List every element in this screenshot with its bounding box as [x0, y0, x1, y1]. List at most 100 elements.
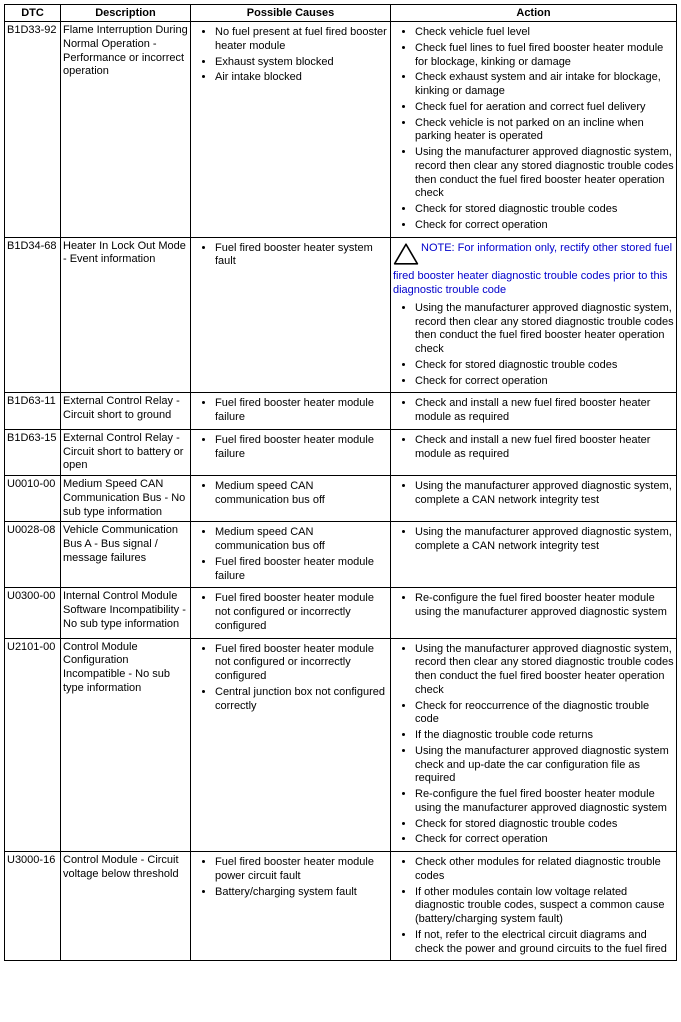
causes-list: Fuel fired booster heater module failure — [193, 434, 388, 462]
dtc-description: Control Module - Circuit voltage below t… — [61, 852, 191, 961]
table-row: B1D63-11External Control Relay - Circuit… — [5, 393, 677, 430]
header-description: Description — [61, 5, 191, 22]
possible-causes-cell: Fuel fired booster heater module failure — [191, 429, 391, 475]
action-item: Re-configure the fuel fired booster heat… — [415, 788, 674, 816]
causes-list: No fuel present at fuel fired booster he… — [193, 26, 388, 85]
dtc-code: B1D33-92 — [5, 22, 61, 238]
cause-item: Fuel fired booster heater module failure — [215, 556, 388, 584]
possible-causes-cell: Fuel fired booster heater module not con… — [191, 638, 391, 852]
header-action: Action — [391, 5, 677, 22]
actions-list: Check vehicle fuel level Check fuel lines… — [393, 26, 674, 233]
action-item: If not, refer to the electrical circuit … — [415, 929, 674, 957]
dtc-code: U3000-16 — [5, 852, 61, 961]
note-block: NOTE: For information only, rectify othe… — [393, 242, 674, 298]
action-item: Check for reoccurrence of the diagnostic… — [415, 700, 674, 728]
action-cell: Re-configure the fuel fired booster heat… — [391, 588, 677, 638]
cause-item: Fuel fired booster heater module not con… — [215, 643, 388, 684]
dtc-code: U0028-08 — [5, 522, 61, 588]
dtc-description: Vehicle Communication Bus A - Bus signal… — [61, 522, 191, 588]
action-item: Using the manufacturer approved diagnost… — [415, 146, 674, 201]
actions-list: Using the manufacturer approved diagnost… — [393, 302, 674, 389]
cause-item: Fuel fired booster heater module power c… — [215, 856, 388, 884]
warning-icon — [393, 242, 419, 271]
possible-causes-cell: Medium speed CAN communication bus offFu… — [191, 522, 391, 588]
action-cell: Using the manufacturer approved diagnost… — [391, 522, 677, 588]
dtc-description: Medium Speed CAN Communication Bus - No … — [61, 476, 191, 522]
action-cell: Check other modules for related diagnost… — [391, 852, 677, 961]
actions-list: Check and install a new fuel fired boost… — [393, 397, 674, 425]
cause-item: Central junction box not configured corr… — [215, 686, 388, 714]
dtc-code: B1D63-15 — [5, 429, 61, 475]
action-cell: Check vehicle fuel level Check fuel lines… — [391, 22, 677, 238]
dtc-description: Internal Control Module Software Incompa… — [61, 588, 191, 638]
causes-list: Fuel fired booster heater module failure — [193, 397, 388, 425]
table-row: U3000-16Control Module - Circuit voltage… — [5, 852, 677, 961]
action-item: Check fuel lines to fuel fired booster h… — [415, 42, 674, 70]
table-row: B1D33-92Flame Interruption During Normal… — [5, 22, 677, 238]
possible-causes-cell: Medium speed CAN communication bus off — [191, 476, 391, 522]
action-item: If other modules contain low voltage rel… — [415, 886, 674, 927]
action-item: Check exhaust system and air intake for … — [415, 71, 674, 99]
dtc-description: External Control Relay - Circuit short t… — [61, 429, 191, 475]
causes-list: Fuel fired booster heater system fault — [193, 242, 388, 270]
cause-item: No fuel present at fuel fired booster he… — [215, 26, 388, 54]
cause-item: Fuel fired booster heater module failure — [215, 397, 388, 425]
dtc-code: U2101-00 — [5, 638, 61, 852]
cause-item: Medium speed CAN communication bus off — [215, 526, 388, 554]
cause-item: Fuel fired booster heater module failure — [215, 434, 388, 462]
actions-list: Using the manufacturer approved diagnost… — [393, 480, 674, 508]
cause-item: Battery/charging system fault — [215, 886, 388, 900]
action-cell: Check and install a new fuel fired boost… — [391, 393, 677, 430]
dtc-description: Control Module Configuration Incompatibl… — [61, 638, 191, 852]
dtc-code: U0010-00 — [5, 476, 61, 522]
action-item: Using the manufacturer approved diagnost… — [415, 526, 674, 554]
action-item: If the diagnostic trouble code returns — [415, 729, 674, 743]
possible-causes-cell: Fuel fired booster heater module failure — [191, 393, 391, 430]
action-cell: Check and install a new fuel fired boost… — [391, 429, 677, 475]
action-item: Using the manufacturer approved diagnost… — [415, 302, 674, 357]
action-item: Check for correct operation — [415, 375, 674, 389]
action-item: Check other modules for related diagnost… — [415, 856, 674, 884]
action-item: Check fuel for aeration and correct fuel… — [415, 101, 674, 115]
dtc-code: U0300-00 — [5, 588, 61, 638]
causes-list: Medium speed CAN communication bus off — [193, 480, 388, 508]
dtc-description: Heater In Lock Out Mode - Event informat… — [61, 237, 191, 393]
dtc-code: B1D63-11 — [5, 393, 61, 430]
action-item: Check for correct operation — [415, 833, 674, 847]
dtc-code: B1D34-68 — [5, 237, 61, 393]
table-row: B1D63-15External Control Relay - Circuit… — [5, 429, 677, 475]
actions-list: Check other modules for related diagnost… — [393, 856, 674, 956]
action-cell: Using the manufacturer approved diagnost… — [391, 476, 677, 522]
possible-causes-cell: Fuel fired booster heater module not con… — [191, 588, 391, 638]
action-item: Check and install a new fuel fired boost… — [415, 397, 674, 425]
table-row: B1D34-68Heater In Lock Out Mode - Event … — [5, 237, 677, 393]
possible-causes-cell: Fuel fired booster heater module power c… — [191, 852, 391, 961]
action-item: Check vehicle fuel level — [415, 26, 674, 40]
causes-list: Fuel fired booster heater module power c… — [193, 856, 388, 899]
cause-item: Medium speed CAN communication bus off — [215, 480, 388, 508]
table-header-row: DTC Description Possible Causes Action — [5, 5, 677, 22]
header-causes: Possible Causes — [191, 5, 391, 22]
causes-list: Fuel fired booster heater module not con… — [193, 643, 388, 714]
note-text: NOTE: For information only, rectify othe… — [393, 242, 672, 297]
actions-list: Using the manufacturer approved diagnost… — [393, 643, 674, 848]
dtc-description: Flame Interruption During Normal Operati… — [61, 22, 191, 238]
cause-item: Air intake blocked — [215, 71, 388, 85]
actions-list: Check and install a new fuel fired boost… — [393, 434, 674, 462]
action-item: Re-configure the fuel fired booster heat… — [415, 592, 674, 620]
possible-causes-cell: Fuel fired booster heater system fault — [191, 237, 391, 393]
action-item: Check for stored diagnostic trouble code… — [415, 203, 674, 217]
action-item: Check for correct operation — [415, 219, 674, 233]
table-row: U2101-00Control Module Configuration Inc… — [5, 638, 677, 852]
cause-item: Fuel fired booster heater system fault — [215, 242, 388, 270]
action-cell: Using the manufacturer approved diagnost… — [391, 638, 677, 852]
header-dtc: DTC — [5, 5, 61, 22]
table-row: U0300-00Internal Control Module Software… — [5, 588, 677, 638]
actions-list: Using the manufacturer approved diagnost… — [393, 526, 674, 554]
action-item: Using the manufacturer approved diagnost… — [415, 745, 674, 786]
action-item: Check for stored diagnostic trouble code… — [415, 818, 674, 832]
causes-list: Medium speed CAN communication bus offFu… — [193, 526, 388, 583]
table-row: U0028-08Vehicle Communication Bus A - Bu… — [5, 522, 677, 588]
dtc-description: External Control Relay - Circuit short t… — [61, 393, 191, 430]
table-row: U0010-00Medium Speed CAN Communication B… — [5, 476, 677, 522]
